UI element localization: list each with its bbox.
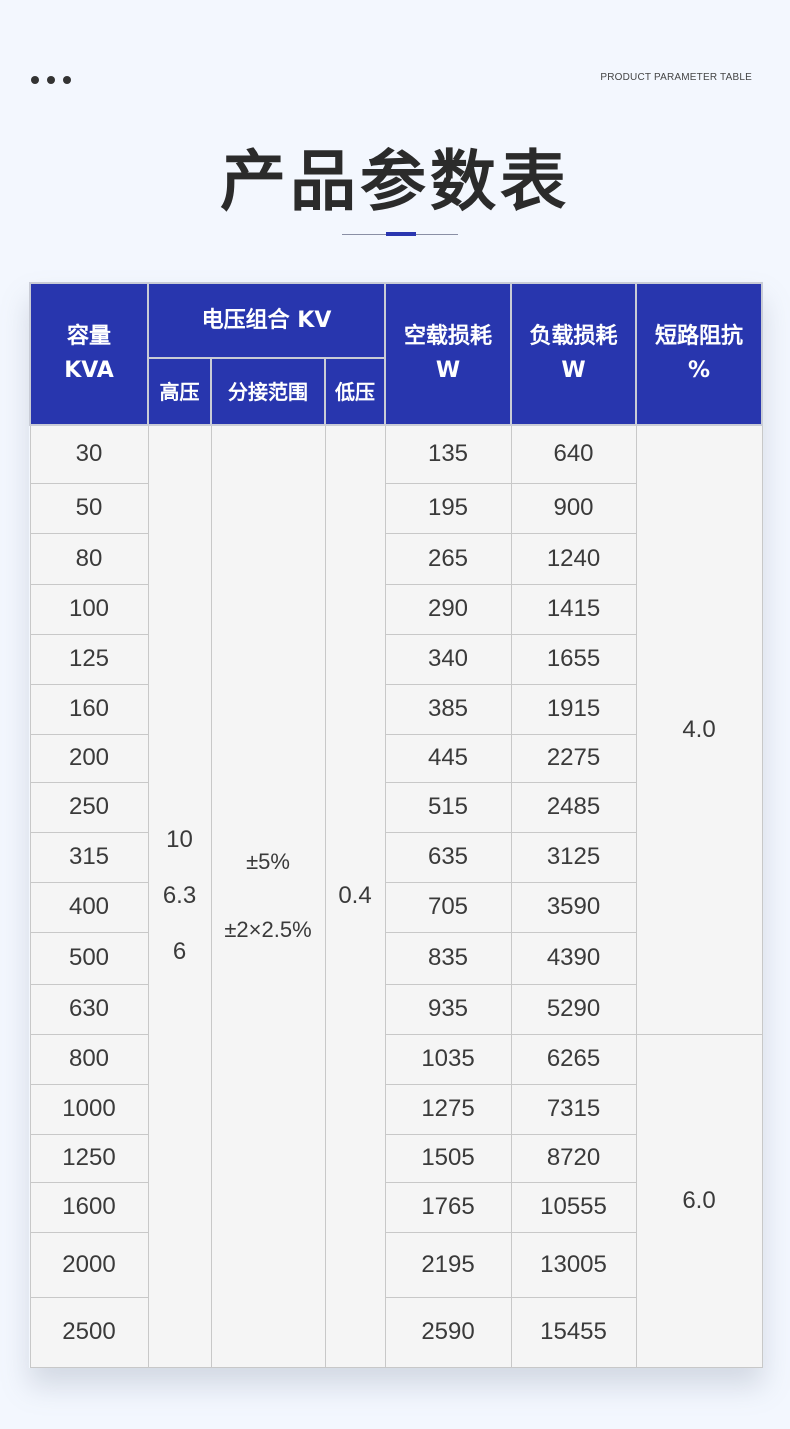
hv-value: 10 — [166, 826, 193, 854]
table-row: 630 935 5290 — [29, 983, 762, 1035]
table-row: 315 635 3125 — [29, 831, 762, 883]
no-load-loss-cell: 935 — [384, 983, 512, 1035]
header-impedance: 短路阻抗% — [635, 282, 764, 426]
load-loss-cell: 4390 — [510, 931, 637, 985]
table-row: 160 385 1915 — [29, 683, 762, 735]
table-row: 2500 2590 15455 — [29, 1296, 762, 1368]
no-load-loss-cell: 2195 — [384, 1231, 512, 1298]
load-loss-cell: 3125 — [510, 831, 637, 883]
load-loss-cell: 13005 — [510, 1231, 637, 1298]
capacity-cell: 100 — [29, 583, 149, 635]
hv-value: 6.3 — [162, 882, 197, 910]
header-no-load-loss: 空载损耗 W — [384, 282, 513, 426]
load-loss-cell: 1415 — [510, 583, 637, 635]
page-title: 产品参数表 — [220, 143, 570, 220]
no-load-loss-cell: 340 — [384, 633, 512, 685]
table-row: 2000 2195 13005 — [29, 1231, 762, 1298]
no-load-loss-cell: 385 — [384, 683, 512, 735]
capacity-cell: 2500 — [29, 1296, 149, 1368]
header-capacity: 容量 KVA — [29, 282, 149, 426]
hv-value: 6 — [172, 938, 187, 966]
lv-cell: 0.4 — [324, 424, 386, 1368]
capacity-cell: 1600 — [29, 1181, 149, 1233]
no-load-loss-cell: 195 — [384, 482, 512, 534]
table-row: 30 10 6.3 6 ±5% ±2×2.5% 0.4 135 640 4.0 — [29, 424, 763, 1368]
capacity-cell: 1250 — [29, 1133, 149, 1183]
table-row: 250 515 2485 — [29, 781, 762, 833]
capacity-cell: 2000 — [29, 1231, 149, 1298]
capacity-cell: 50 — [29, 482, 149, 534]
header-tap-range: 分接范围 — [210, 357, 326, 426]
load-loss-cell: 3590 — [510, 881, 637, 933]
no-load-loss-cell: 835 — [384, 931, 512, 985]
table-row: 1600 1765 10555 — [29, 1181, 762, 1233]
no-load-loss-cell: 705 — [384, 881, 512, 933]
table-row: 500 835 4390 — [29, 931, 762, 985]
load-loss-cell: 5290 — [510, 983, 637, 1035]
table-row: 125 340 1655 — [29, 633, 762, 685]
load-loss-cell: 1240 — [510, 532, 637, 585]
no-load-loss-cell: 1505 — [384, 1133, 512, 1183]
no-load-loss-cell: 1765 — [384, 1181, 512, 1233]
capacity-cell: 200 — [29, 733, 149, 783]
load-loss-cell: 640 — [510, 424, 637, 484]
no-load-loss-cell: 290 — [384, 583, 512, 635]
table-row: 1250 1505 8720 — [29, 1133, 762, 1183]
impedance-cell: 6.0 — [635, 1033, 763, 1368]
load-loss-cell: 2485 — [510, 781, 637, 833]
subtitle-en: PRODUCT PARAMETER TABLE — [600, 72, 752, 83]
load-loss-cell: 10555 — [510, 1181, 637, 1233]
no-load-loss-cell: 2590 — [384, 1296, 512, 1368]
capacity-cell: 800 — [29, 1033, 149, 1085]
title-divider-accent — [386, 232, 416, 236]
header-hv: 高压 — [147, 357, 212, 426]
capacity-cell: 160 — [29, 683, 149, 735]
capacity-cell: 400 — [29, 881, 149, 933]
load-loss-cell: 2275 — [510, 733, 637, 783]
impedance-cell: 4.0 — [635, 424, 763, 1035]
capacity-cell: 80 — [29, 532, 149, 585]
no-load-loss-cell: 1035 — [384, 1033, 512, 1085]
no-load-loss-cell: 135 — [384, 424, 512, 484]
load-loss-cell: 1915 — [510, 683, 637, 735]
tap-range-cell: ±5% ±2×2.5% — [210, 424, 326, 1368]
no-load-loss-cell: 1275 — [384, 1083, 512, 1135]
capacity-cell: 125 — [29, 633, 149, 685]
table-row: 80 265 1240 — [29, 532, 762, 585]
capacity-cell: 315 — [29, 831, 149, 883]
hv-cell: 10 6.3 6 — [147, 424, 212, 1368]
load-loss-cell: 900 — [510, 482, 637, 534]
no-load-loss-cell: 265 — [384, 532, 512, 585]
load-loss-cell: 15455 — [510, 1296, 637, 1368]
more-dots-icon — [31, 76, 71, 84]
header-lv: 低压 — [323, 357, 387, 426]
capacity-cell: 30 — [29, 424, 149, 484]
load-loss-cell: 8720 — [510, 1133, 637, 1183]
load-loss-cell: 6265 — [510, 1033, 637, 1085]
no-load-loss-cell: 445 — [384, 733, 512, 783]
parameter-table: 容量 KVA 电压组合 KV 空载损耗 W 负载损耗 W 短路阻抗% 高压 分接范围 … — [29, 282, 764, 1368]
table-row: 200 445 2275 — [29, 733, 762, 783]
no-load-loss-cell: 635 — [384, 831, 512, 883]
capacity-cell: 500 — [29, 931, 149, 985]
table-row: 1000 1275 7315 — [29, 1083, 762, 1135]
header-load-loss: 负载损耗 W — [510, 282, 638, 426]
capacity-cell: 1000 — [29, 1083, 149, 1135]
table-row: 50 195 900 — [29, 482, 762, 534]
load-loss-cell: 1655 — [510, 633, 637, 685]
table-row: 100 290 1415 — [29, 583, 762, 635]
capacity-cell: 630 — [29, 983, 149, 1035]
capacity-cell: 250 — [29, 781, 149, 833]
tap-value: ±2×2.5% — [224, 917, 312, 943]
header-voltage-group: 电压组合 KV — [146, 282, 387, 359]
tap-value: ±5% — [246, 849, 290, 875]
no-load-loss-cell: 515 — [384, 781, 512, 833]
load-loss-cell: 7315 — [510, 1083, 637, 1135]
table-row: 800 1035 6265 6.0 — [29, 1033, 763, 1368]
